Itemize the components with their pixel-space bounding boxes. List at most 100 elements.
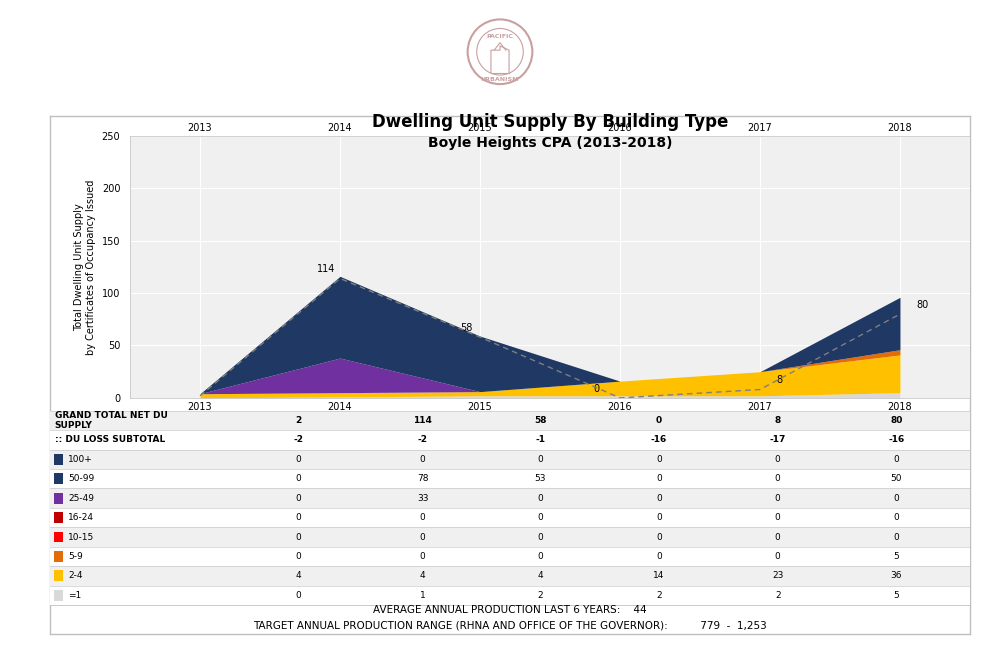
- Text: 78: 78: [417, 474, 428, 483]
- Text: 53: 53: [535, 474, 546, 483]
- Text: 4: 4: [538, 571, 543, 580]
- Text: 114: 114: [317, 264, 335, 274]
- Text: 14: 14: [653, 571, 665, 580]
- Text: 0: 0: [296, 494, 301, 503]
- Bar: [50, 586, 970, 605]
- Bar: [50, 411, 970, 430]
- Bar: [50, 508, 970, 527]
- Text: 0: 0: [775, 455, 781, 464]
- Text: 0: 0: [656, 532, 662, 542]
- Text: 2015: 2015: [468, 402, 492, 412]
- Text: 2014: 2014: [328, 402, 352, 412]
- Text: 50-99: 50-99: [68, 474, 95, 483]
- Text: 80: 80: [917, 300, 929, 310]
- Text: TARGET ANNUAL PRODUCTION RANGE (RHNA AND OFFICE OF THE GOVERNOR):          779  : TARGET ANNUAL PRODUCTION RANGE (RHNA AND…: [253, 620, 767, 631]
- Text: -2: -2: [293, 435, 303, 444]
- Text: 58: 58: [460, 323, 472, 333]
- Bar: [50, 488, 970, 508]
- Text: 100+: 100+: [68, 455, 93, 464]
- Text: 0: 0: [296, 513, 301, 522]
- Text: 0: 0: [656, 552, 662, 561]
- Text: 0: 0: [537, 494, 543, 503]
- Text: 0: 0: [656, 455, 662, 464]
- Text: -2: -2: [418, 435, 428, 444]
- Text: 4: 4: [420, 571, 425, 580]
- Text: 0: 0: [296, 532, 301, 542]
- Text: 0: 0: [656, 416, 662, 425]
- Bar: [54, 493, 63, 503]
- Text: 0: 0: [537, 513, 543, 522]
- Text: 2017: 2017: [748, 402, 772, 412]
- Text: Dwelling Unit Supply By Building Type: Dwelling Unit Supply By Building Type: [372, 113, 728, 131]
- Text: 2: 2: [295, 416, 302, 425]
- Text: 114: 114: [413, 416, 432, 425]
- Bar: [50, 547, 970, 566]
- Text: 36: 36: [891, 571, 902, 580]
- Text: 2018: 2018: [888, 402, 912, 412]
- Text: 33: 33: [417, 494, 428, 503]
- Text: -1: -1: [535, 435, 545, 444]
- Text: 0: 0: [775, 474, 781, 483]
- Text: 0: 0: [775, 552, 781, 561]
- Text: 1: 1: [420, 591, 425, 600]
- Text: 2014: 2014: [328, 123, 352, 133]
- Text: 0: 0: [894, 513, 899, 522]
- Text: 0: 0: [894, 494, 899, 503]
- Text: URBANISM: URBANISM: [481, 77, 519, 82]
- Text: Boyle Heights CPA (2013-2018): Boyle Heights CPA (2013-2018): [428, 136, 672, 150]
- Text: 2018: 2018: [888, 123, 912, 133]
- Text: 0: 0: [296, 552, 301, 561]
- Text: -16: -16: [651, 435, 667, 444]
- Text: 58: 58: [534, 416, 547, 425]
- Bar: [50, 566, 970, 586]
- Text: 2015: 2015: [468, 123, 492, 133]
- Bar: [54, 512, 63, 523]
- Text: 5-9: 5-9: [68, 552, 83, 561]
- Text: 2: 2: [775, 591, 781, 600]
- Text: 0: 0: [296, 455, 301, 464]
- Y-axis label: Total Dwelling Unit Supply
by Certificates of Occupancy Issued: Total Dwelling Unit Supply by Certificat…: [74, 179, 96, 355]
- Text: 0: 0: [593, 384, 599, 394]
- Text: 16-24: 16-24: [68, 513, 94, 522]
- Text: :: DU LOSS SUBTOTAL: :: DU LOSS SUBTOTAL: [55, 435, 165, 444]
- Text: 5: 5: [894, 591, 899, 600]
- Text: AVERAGE ANNUAL PRODUCTION LAST 6 YEARS:    44: AVERAGE ANNUAL PRODUCTION LAST 6 YEARS: …: [373, 605, 647, 615]
- Text: 4: 4: [296, 571, 301, 580]
- Text: 80: 80: [890, 416, 903, 425]
- Text: -17: -17: [770, 435, 786, 444]
- Text: 2013: 2013: [188, 402, 212, 412]
- Bar: [50, 469, 970, 488]
- Bar: [54, 551, 63, 562]
- Text: 0: 0: [420, 455, 425, 464]
- Text: 0: 0: [420, 513, 425, 522]
- Text: 2016: 2016: [608, 123, 632, 133]
- Text: 5: 5: [894, 552, 899, 561]
- Text: 0: 0: [775, 532, 781, 542]
- Text: 0: 0: [420, 532, 425, 542]
- Text: 2017: 2017: [748, 123, 772, 133]
- Bar: [50, 450, 970, 469]
- Text: 2013: 2013: [188, 123, 212, 133]
- Text: =1: =1: [68, 591, 82, 600]
- Text: 0: 0: [775, 513, 781, 522]
- Text: PACIFIC: PACIFIC: [487, 34, 513, 39]
- Text: 0: 0: [656, 494, 662, 503]
- Text: 2-4: 2-4: [68, 571, 83, 580]
- Text: 8: 8: [777, 375, 783, 386]
- Bar: [54, 532, 63, 542]
- Bar: [54, 571, 63, 581]
- Text: 0: 0: [296, 591, 301, 600]
- Text: 0: 0: [420, 552, 425, 561]
- Text: 0: 0: [656, 474, 662, 483]
- Text: 0: 0: [537, 532, 543, 542]
- Bar: [54, 454, 63, 465]
- Bar: [50, 430, 970, 450]
- Text: 2: 2: [656, 591, 662, 600]
- Text: 0: 0: [656, 513, 662, 522]
- Text: 0: 0: [296, 474, 301, 483]
- Text: 0: 0: [537, 455, 543, 464]
- Text: 2016: 2016: [608, 402, 632, 412]
- Text: 50: 50: [891, 474, 902, 483]
- Text: 0: 0: [894, 455, 899, 464]
- Text: 25-49: 25-49: [68, 494, 94, 503]
